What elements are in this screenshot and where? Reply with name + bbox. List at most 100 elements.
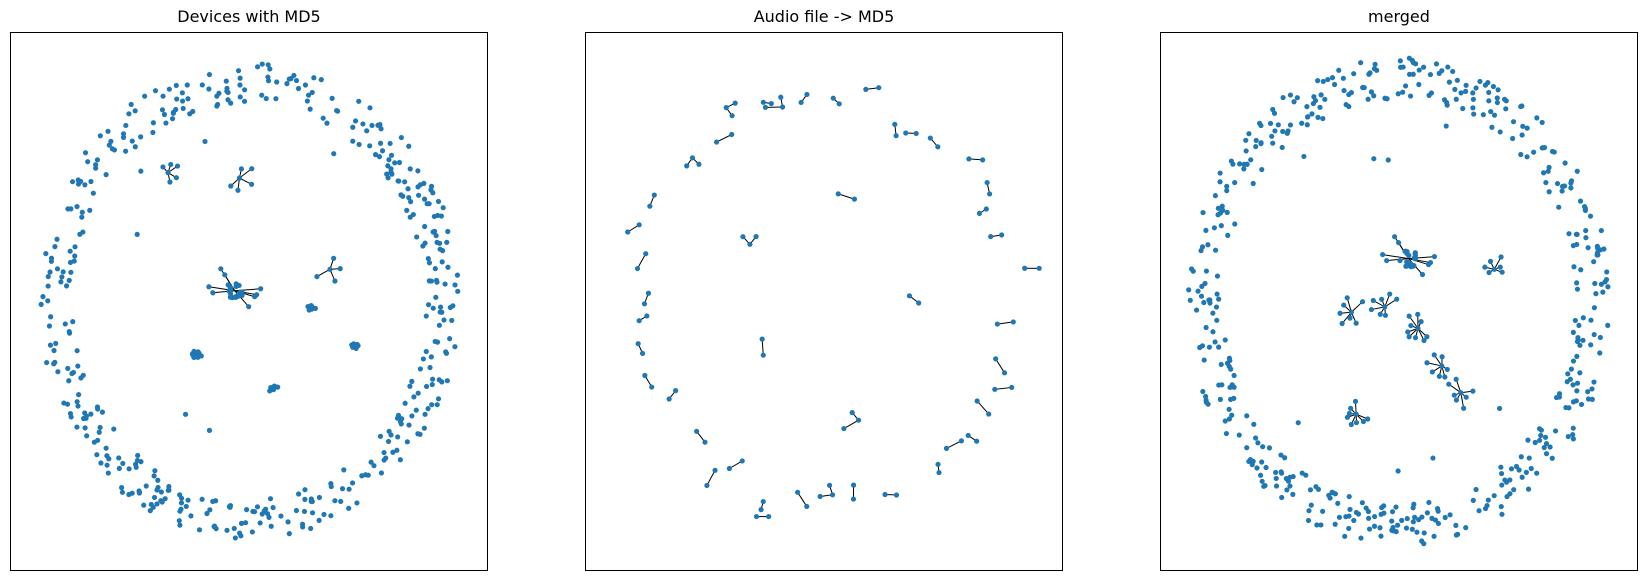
graph-node bbox=[48, 258, 55, 264]
graph-node bbox=[1341, 87, 1347, 94]
graph-node bbox=[1001, 370, 1008, 376]
graph-node bbox=[438, 213, 444, 219]
graph-node bbox=[306, 307, 312, 313]
graph-node bbox=[417, 431, 423, 437]
graph-node bbox=[422, 223, 428, 230]
graph-node bbox=[82, 425, 88, 431]
graph-node bbox=[1377, 311, 1383, 317]
graph-node bbox=[1285, 128, 1291, 134]
graph-node bbox=[1227, 384, 1233, 391]
graph-node bbox=[173, 106, 179, 113]
graph-node bbox=[1583, 228, 1589, 234]
graph-node bbox=[1421, 337, 1427, 344]
graph-node bbox=[278, 513, 284, 519]
graph-node bbox=[1385, 157, 1391, 163]
graph-node bbox=[1450, 68, 1456, 75]
graph-node bbox=[103, 445, 109, 451]
graph-node bbox=[1236, 432, 1242, 438]
graph-node bbox=[285, 519, 291, 525]
graph-node bbox=[1317, 104, 1323, 110]
graph-node bbox=[1451, 392, 1457, 398]
graph-node bbox=[1510, 119, 1517, 125]
graph-node bbox=[231, 525, 237, 532]
graph-node bbox=[350, 138, 356, 144]
graph-node bbox=[636, 222, 642, 228]
graph-node bbox=[1022, 265, 1028, 271]
graph-node bbox=[1320, 78, 1326, 85]
graph-node bbox=[138, 459, 144, 465]
graph-node bbox=[432, 228, 438, 234]
graph-node bbox=[1405, 329, 1411, 335]
graph-node bbox=[1325, 76, 1331, 83]
graph-node bbox=[304, 98, 310, 104]
graph-node bbox=[409, 413, 415, 419]
graph-node bbox=[94, 157, 101, 163]
graph-node bbox=[1559, 188, 1565, 194]
graph-node bbox=[1431, 352, 1437, 358]
graph-node bbox=[356, 141, 362, 148]
graph-node bbox=[1578, 401, 1585, 408]
graph-node bbox=[407, 383, 413, 389]
graph-node bbox=[444, 378, 450, 384]
graph-node bbox=[1463, 394, 1469, 400]
graph-node bbox=[1597, 350, 1603, 356]
graph-node bbox=[1574, 388, 1580, 394]
graph-node bbox=[1263, 464, 1269, 471]
graph-node bbox=[179, 90, 185, 96]
graph-node bbox=[1454, 77, 1460, 83]
graph-node bbox=[636, 318, 642, 324]
graph-node bbox=[1243, 148, 1249, 154]
graph-node bbox=[296, 491, 302, 497]
graph-node bbox=[1482, 82, 1489, 88]
graph-node bbox=[1206, 344, 1212, 350]
graph-node bbox=[1418, 319, 1424, 325]
graph-node bbox=[235, 68, 242, 74]
graph-node bbox=[1253, 137, 1259, 144]
graph-node bbox=[1597, 247, 1604, 253]
graph-node bbox=[1565, 433, 1571, 440]
graph-node bbox=[1384, 257, 1390, 264]
graph-node bbox=[1217, 170, 1223, 176]
graph-node bbox=[404, 207, 410, 213]
graph-node bbox=[1275, 122, 1281, 128]
graph-node bbox=[328, 513, 334, 519]
graph-node bbox=[1200, 209, 1206, 216]
graph-node bbox=[1290, 473, 1296, 480]
graph-node bbox=[1499, 482, 1505, 488]
graph-node bbox=[1244, 445, 1250, 451]
graph-node bbox=[430, 376, 436, 382]
graph-node bbox=[836, 101, 842, 107]
graph-node bbox=[98, 460, 104, 466]
graph-node bbox=[958, 438, 965, 444]
graph-node bbox=[40, 294, 46, 300]
graph-node bbox=[1574, 286, 1581, 292]
graph-node bbox=[126, 111, 132, 117]
graph-node bbox=[1577, 370, 1583, 376]
graph-node bbox=[395, 178, 401, 184]
graph-node bbox=[1198, 293, 1205, 299]
graph-node bbox=[1572, 317, 1578, 324]
graph-node bbox=[1431, 253, 1438, 260]
graph-node bbox=[1501, 96, 1508, 102]
graph-node bbox=[704, 482, 710, 489]
graph-node bbox=[381, 457, 387, 463]
graph-node bbox=[1335, 500, 1341, 506]
graph-node bbox=[1570, 425, 1576, 431]
graph-node bbox=[84, 433, 90, 439]
graph-node bbox=[402, 400, 408, 406]
graph-node bbox=[1570, 382, 1576, 388]
graph-node bbox=[363, 472, 369, 478]
graph-node bbox=[696, 161, 702, 167]
graph-node bbox=[1400, 89, 1406, 95]
graph-node bbox=[349, 480, 356, 486]
graph-node bbox=[249, 529, 255, 535]
graph-node bbox=[178, 495, 185, 501]
graph-node bbox=[198, 353, 204, 359]
graph-node bbox=[1402, 83, 1409, 89]
graph-node bbox=[1463, 88, 1469, 94]
graph-node bbox=[1232, 221, 1238, 227]
graph-node bbox=[1198, 248, 1204, 254]
graph-node bbox=[1220, 207, 1226, 213]
graph-node bbox=[309, 89, 315, 96]
graph-node bbox=[232, 535, 238, 541]
